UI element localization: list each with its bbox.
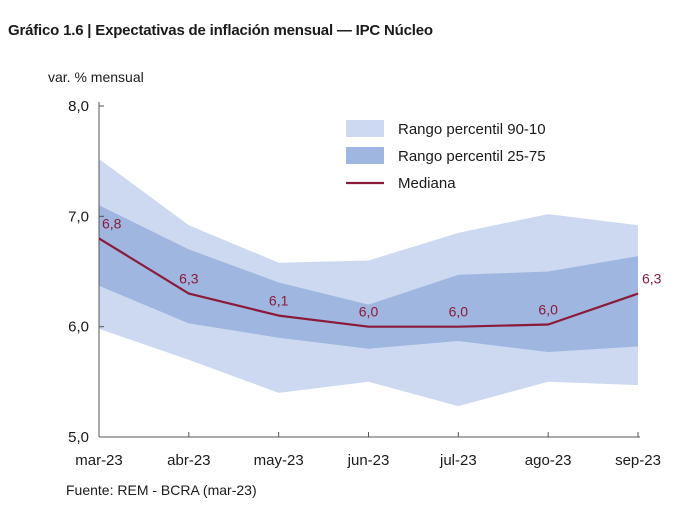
y-tick-label: 6,0 [68, 319, 89, 336]
median-line [98, 237, 639, 328]
source-note: Fuente: REM - BCRA (mar-23) [66, 482, 257, 498]
x-tick-label: abr-23 [167, 452, 210, 469]
y-tick-label: 5,0 [68, 429, 89, 446]
legend-label: Mediana [398, 175, 456, 192]
median-data-label: 6,0 [538, 301, 558, 317]
median-data-label: 6,1 [269, 293, 289, 309]
legend-label: Rango percentil 25-75 [398, 148, 546, 165]
legend-swatch-p90-p10 [346, 120, 384, 137]
median-data-label: 6,3 [642, 271, 662, 287]
legend-label: Rango percentil 90-10 [398, 121, 546, 138]
median-data-label: 6,8 [102, 215, 122, 231]
chart-title: Gráfico 1.6 | Expectativas de inflación … [8, 22, 433, 39]
y-tick-label: 8,0 [68, 98, 89, 115]
median-data-label: 6,0 [449, 304, 469, 320]
x-tick-label: may-23 [254, 452, 304, 469]
x-tick-label: mar-23 [75, 452, 123, 469]
y-axis-label: var. % mensual [48, 69, 144, 85]
x-tick-label: jun-23 [347, 452, 390, 469]
x-tick-label: sep-23 [615, 452, 661, 469]
legend-swatch-p25-p75 [346, 147, 384, 164]
x-tick-label: jul-23 [439, 452, 477, 469]
median-data-label: 6,0 [359, 304, 379, 320]
y-tick-label: 7,0 [68, 208, 89, 225]
x-tick-label: ago-23 [525, 452, 572, 469]
band-p25-p75 [99, 205, 638, 352]
median-data-label: 6,3 [179, 271, 199, 287]
